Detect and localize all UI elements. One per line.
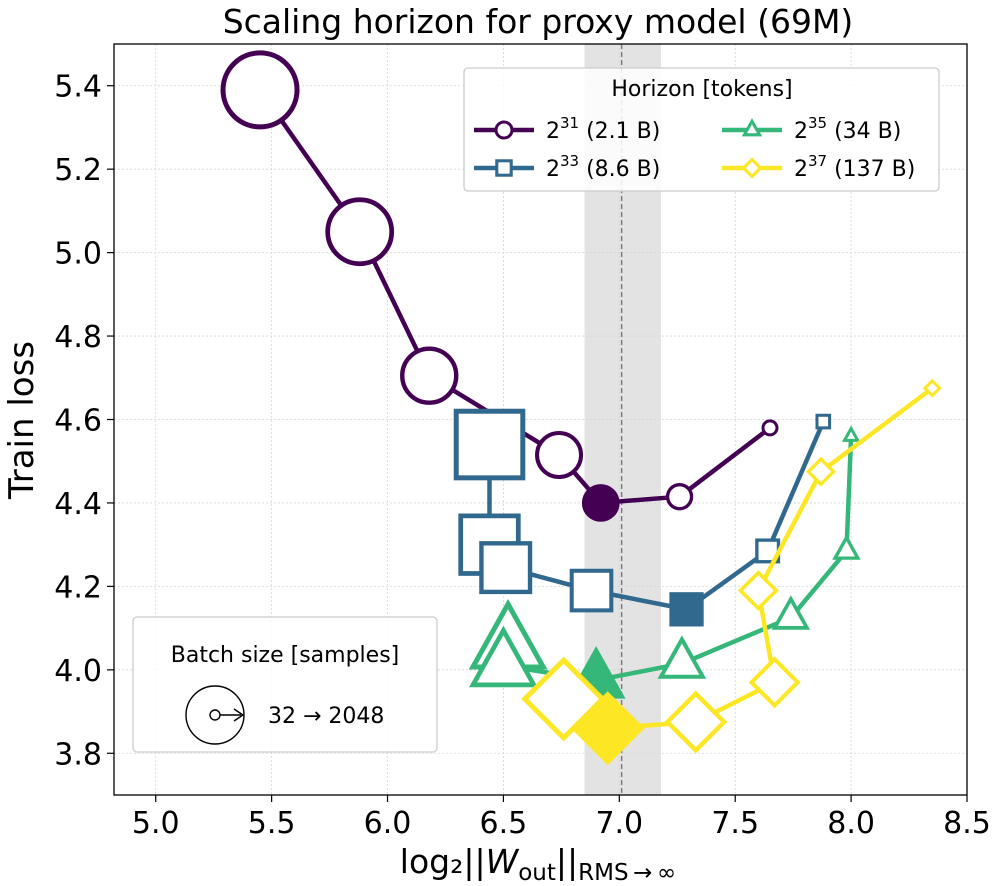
series-layer <box>220 50 942 766</box>
data-point-square <box>453 408 526 481</box>
x-tick-label: 8.0 <box>827 806 875 841</box>
legend-label-exponent: 31 <box>560 114 579 132</box>
data-point-circle <box>665 483 694 511</box>
data-point-square <box>479 541 533 595</box>
legend-label-exponent: 33 <box>560 152 579 170</box>
batch-size-arrow-head <box>233 708 245 722</box>
y-axis-label: Train loss <box>2 341 42 500</box>
data-point-triangle <box>832 534 861 560</box>
chart-title: Scaling horizon for proxy model (69M) <box>223 2 854 41</box>
x-axis-label-sub: out <box>518 860 556 886</box>
x-tick-label: 6.5 <box>480 806 528 841</box>
batch-size-legend-title: Batch size [samples] <box>171 643 400 668</box>
data-point-triangle <box>657 635 707 679</box>
x-tick-label: 5.0 <box>132 806 180 841</box>
data-point-circle <box>220 50 300 130</box>
data-point-diamond <box>570 691 645 766</box>
y-tick-label: 5.0 <box>54 237 102 272</box>
y-axis-ticks: 3.8 4.0 4.2 4.4 4.6 4.8 5.0 5.2 5.4 <box>54 70 114 772</box>
data-point-circle <box>325 197 395 267</box>
legend-label-value: (34 B) <box>827 119 901 144</box>
x-axis-ticks: 5.0 5.5 6.0 6.5 7.0 7.5 8.0 8.5 <box>132 795 991 841</box>
x-tick-label: 5.5 <box>248 806 296 841</box>
horizon-legend-title: Horizon [tokens] <box>611 77 792 102</box>
data-point-triangle <box>468 625 538 688</box>
x-tick-label: 6.0 <box>364 806 412 841</box>
series-circle <box>220 50 779 522</box>
y-tick-label: 3.8 <box>54 737 102 772</box>
y-tick-label: 4.2 <box>54 570 102 605</box>
y-tick-label: 4.6 <box>54 404 102 439</box>
horizon-legend-entries: 231 (2.1 B)233 (8.6 B)235 (34 B)237 (137… <box>474 114 915 182</box>
y-tick-label: 4.0 <box>54 654 102 689</box>
data-point-diamond <box>521 656 607 742</box>
legend-label-base: 2 <box>546 119 560 144</box>
x-axis-label: log₂||Wout||RMS → ∞ <box>400 842 676 886</box>
y-tick-label: 5.4 <box>54 70 102 105</box>
data-point-square <box>669 592 704 627</box>
data-point-square <box>569 568 614 613</box>
data-point-diamond <box>748 656 801 709</box>
legend-label: 235 (34 B) <box>794 114 901 144</box>
data-point-diamond <box>664 690 728 754</box>
legend-label-exponent: 37 <box>808 152 827 170</box>
batch-size-legend-box <box>132 616 438 753</box>
x-axis-label-mid: || <box>556 842 578 881</box>
legend-label-base: 2 <box>794 157 808 182</box>
batch-size-legend: Batch size [samples] 32 → 2048 <box>132 616 438 753</box>
y-tick-label: 4.8 <box>54 320 102 355</box>
legend-label-exponent: 35 <box>808 114 827 132</box>
data-point-diamond <box>922 378 942 398</box>
legend-marker-square <box>495 159 513 177</box>
data-point-square <box>815 413 832 430</box>
y-tick-label: 5.2 <box>54 153 102 188</box>
horizon-legend: Horizon [tokens] 231 (2.1 B)233 (8.6 B)2… <box>463 67 940 192</box>
series-square <box>453 408 832 627</box>
x-tick-label: 7.0 <box>595 806 643 841</box>
legend-label-value: (2.1 B) <box>579 119 660 144</box>
x-tick-label: 7.5 <box>711 806 759 841</box>
legend-label-value: (137 B) <box>827 157 915 182</box>
legend-label: 237 (137 B) <box>794 152 915 182</box>
data-point-triangle <box>771 595 811 630</box>
horizon-legend-box <box>463 67 940 192</box>
legend-marker-circle <box>494 120 514 140</box>
data-point-diamond <box>737 570 779 612</box>
y-tick-label: 4.4 <box>54 487 102 522</box>
batch-size-legend-label: 32 → 2048 <box>268 704 384 729</box>
x-tick-label: 8.5 <box>943 806 991 841</box>
legend-label-value: (8.6 B) <box>579 157 660 182</box>
data-point-circle <box>581 484 620 522</box>
legend-label-base: 2 <box>546 157 560 182</box>
x-axis-label-sub2: RMS → ∞ <box>578 860 676 886</box>
data-point-circle <box>400 346 459 405</box>
legend-marker-diamond <box>741 157 763 179</box>
legend-marker-triangle <box>741 118 763 137</box>
data-point-circle <box>535 430 584 479</box>
x-axis-label-var: W <box>486 842 520 881</box>
data-point-diamond <box>806 456 836 487</box>
legend-label: 233 (8.6 B) <box>546 152 660 182</box>
legend-label: 231 (2.1 B) <box>546 114 660 144</box>
data-point-triangle <box>841 425 861 442</box>
series-diamond <box>521 378 942 766</box>
data-point-circle <box>761 419 779 437</box>
legend-label-base: 2 <box>794 119 808 144</box>
x-axis-label-prefix: log₂|| <box>400 842 486 881</box>
